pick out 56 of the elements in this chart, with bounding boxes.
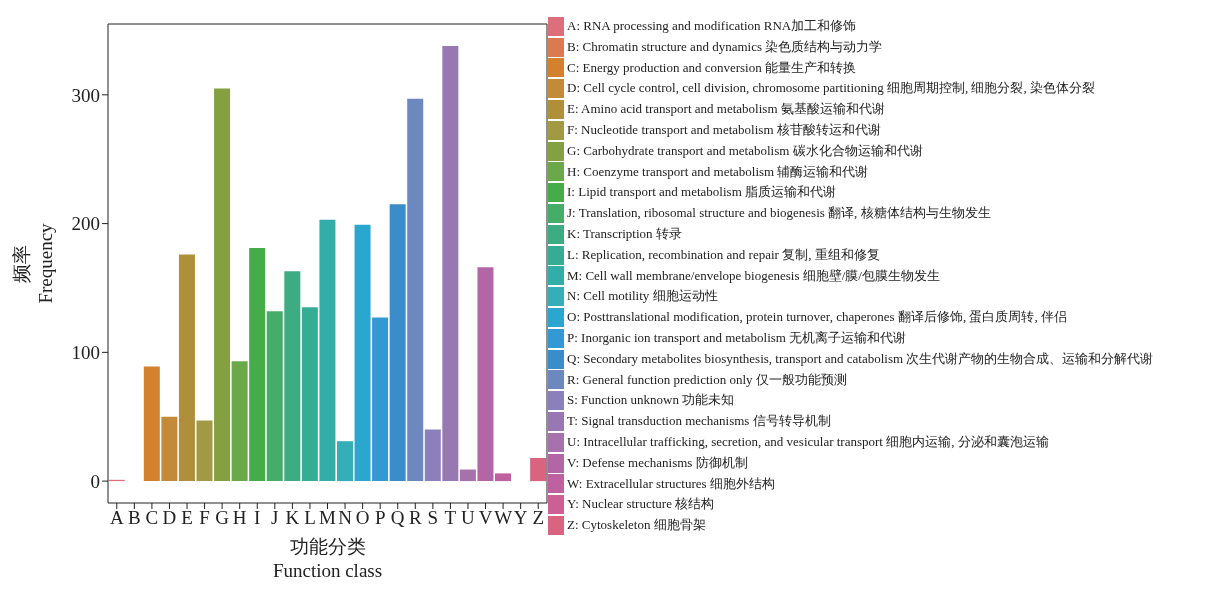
x-tick-label: F — [199, 507, 210, 529]
x-tick-label: T — [444, 507, 457, 529]
y-axis-title: 频率 Frequency — [11, 222, 56, 304]
legend-label: V: Defense mechanisms 防御机制 — [567, 453, 748, 472]
x-tick-label: M — [319, 507, 337, 529]
y-tick-label: 300 — [71, 84, 100, 106]
x-tick-label: N — [338, 507, 353, 529]
legend-label: T: Signal transduction mechanisms 信号转导机制 — [567, 412, 831, 431]
x-tick-label: I — [254, 507, 261, 529]
legend-label: C: Energy production and conversion 能量生产和转换 — [567, 58, 856, 77]
x-tick-label: D — [162, 507, 177, 529]
legend-label: W: Extracellular structures 细胞外结构 — [567, 474, 775, 493]
x-tick-label: O — [355, 507, 370, 529]
legend-label: O: Posttranslational modification, protein turnover, chaperones 翻译后修饰, 蛋白质周转, 伴侣 — [567, 308, 1067, 327]
legend-label: B: Chromatin structure and dynamics 染色质结构与动力学 — [567, 37, 883, 56]
legend-label: L: Replication, recombination and repair 复制, 重组和修复 — [567, 245, 880, 264]
legend-label: F: Nucleotide transport and metabolism 核苷酸转运和代谢 — [567, 121, 881, 139]
x-tick-label: Z — [532, 507, 545, 529]
legend-label: Y: Nuclear structure 核结构 — [567, 495, 715, 514]
x-tick-label: K — [285, 507, 300, 529]
x-tick-label: W — [494, 507, 513, 529]
x-tick-label: C — [145, 507, 159, 529]
legend-label: U: Intracellular trafficking, secretion, and vesicular transport 细胞内运输, 分泌和囊泡运输 — [567, 432, 1049, 451]
legend-label: D: Cell cycle control, cell division, chromosome partitioning 细胞周期控制, 细胞分裂, 染色体分裂 — [567, 79, 1095, 98]
legend-label: H: Coenzyme transport and metabolism 辅酶运输和代谢 — [567, 162, 869, 181]
x-tick-label: H — [232, 507, 247, 529]
legend-label: G: Carbohydrate transport and metabolism 碳水化合物运输和代谢 — [567, 141, 923, 160]
y-tick-label: 0 — [90, 470, 100, 492]
legend-label: M: Cell wall membrane/envelope biogenesis 细胞壁/膜/包膜生物发生 — [567, 266, 940, 285]
x-tick-label: E — [181, 507, 193, 529]
legend-label: Z: Cytoskeleton 细胞骨架 — [567, 516, 706, 535]
x-tick-label: R — [408, 507, 422, 529]
y-tick-label: 200 — [71, 213, 100, 235]
x-tick-label: B — [128, 507, 141, 529]
y-tick-label: 100 — [71, 342, 100, 364]
x-tick-label: Y — [513, 507, 528, 529]
x-tick-label: G — [215, 507, 230, 529]
legend-label: R: General function prediction only 仅一般功能预测 — [567, 370, 847, 389]
legend-label: S: Function unknown 功能未知 — [567, 391, 735, 410]
x-tick-label: V — [478, 507, 493, 529]
legend-label: A: RNA processing and modification RNA加工和修饰 — [567, 17, 857, 35]
x-tick-label: U — [461, 507, 476, 529]
legend-label: N: Cell motility 细胞运动性 — [567, 287, 718, 306]
x-tick-label: S — [427, 507, 439, 529]
legend-label: E: Amino acid transport and metabolism 氨基酸运输和代谢 — [567, 100, 885, 119]
legend-label: I: Lipid transport and metabolism 脂质运输和代谢 — [567, 183, 836, 202]
x-tick-label: P — [374, 507, 386, 529]
x-axis-title: 功能分类 Function class — [272, 536, 383, 581]
legend-label: Q: Secondary metabolites biosynthesis, transport and catabolism 次生代谢产物的生物合成、运输和分解代谢 — [567, 349, 1154, 368]
x-tick-label: L — [304, 507, 316, 529]
x-tick-label: J — [271, 507, 279, 529]
legend-label: P: Inorganic ion transport and metabolism 无机离子运输和代谢 — [567, 328, 907, 347]
legend-label: K: Transcription 转录 — [567, 224, 682, 243]
legend-label: J: Translation, ribosomal structure and biogenesis 翻译, 核糖体结构与生物发生 — [567, 204, 991, 223]
x-tick-label: Q — [390, 507, 405, 529]
x-tick-label: A — [109, 507, 124, 529]
